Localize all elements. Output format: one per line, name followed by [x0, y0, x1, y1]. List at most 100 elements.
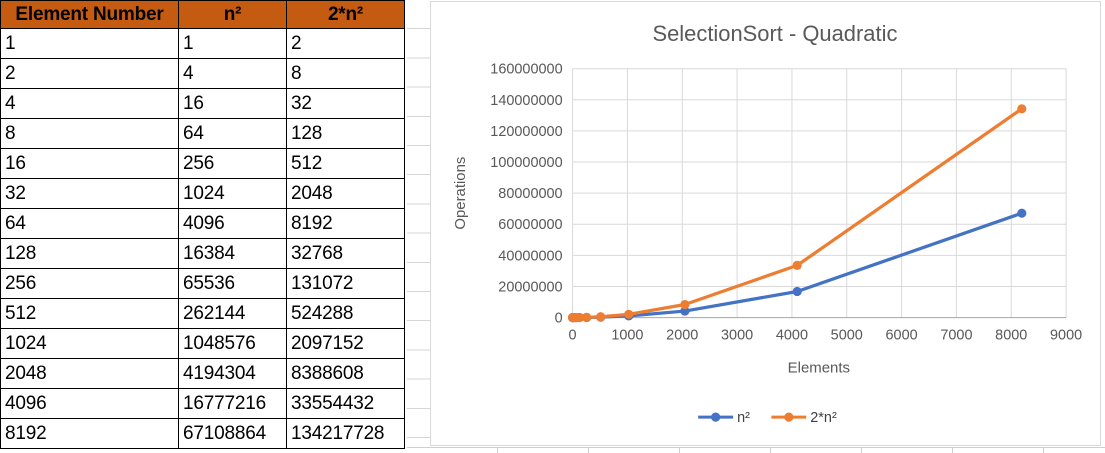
table-cell[interactable]: 64	[178, 118, 287, 149]
table-row: 1024 1048576 2097152	[0, 328, 405, 359]
y-tick-label: 20000000	[498, 279, 562, 295]
column-header[interactable]: Element Number	[0, 0, 179, 29]
table-cell[interactable]: 4	[178, 58, 287, 89]
table-row: 512 262144 524288	[0, 298, 405, 329]
y-tick-label: 160000000	[490, 62, 562, 78]
data-point-marker[interactable]	[1017, 208, 1027, 218]
data-point-marker[interactable]	[792, 260, 802, 270]
y-tick-label: 0	[555, 311, 563, 327]
data-point-marker[interactable]	[582, 312, 592, 322]
table-cell[interactable]: 4096	[0, 388, 179, 419]
data-point-marker[interactable]	[680, 299, 690, 310]
table-cell[interactable]: 32768	[286, 238, 405, 269]
chart-legend: n² 2*n²	[698, 410, 837, 426]
y-axis-title: Operations	[452, 157, 469, 230]
table-cell[interactable]: 16	[0, 148, 179, 179]
table-row: 4096 16777216 33554432	[0, 388, 405, 419]
data-point-marker[interactable]	[624, 309, 634, 319]
table-cell[interactable]: 2048	[0, 358, 179, 389]
table-cell[interactable]: 256	[0, 268, 179, 299]
x-tick-label: 3000	[721, 327, 753, 343]
table-cell[interactable]: 4096	[178, 208, 287, 239]
data-point-marker[interactable]	[596, 312, 606, 322]
table-cell[interactable]: 32	[0, 178, 179, 209]
x-tick-label: 1000	[611, 327, 643, 343]
table-cell[interactable]: 33554432	[286, 388, 405, 419]
table-cell[interactable]: 2097152	[286, 328, 405, 359]
x-tick-label: 9000	[1050, 327, 1082, 343]
chart-series	[568, 104, 1027, 323]
y-tick-label: 80000000	[498, 186, 562, 202]
table-cell[interactable]: 16777216	[178, 388, 287, 419]
legend-label[interactable]: 2*n²	[810, 410, 837, 426]
data-point-marker[interactable]	[680, 306, 690, 316]
table-cell[interactable]: 512	[0, 298, 179, 329]
header-row: Element Number n² 2*n²	[0, 0, 405, 29]
x-tick-label: 4000	[776, 327, 808, 343]
data-table-body: 1 1 2 2 4 8 4 16 32 8 64 128 16 256 512 32 1024 2048 64 409…	[0, 28, 405, 449]
x-tick-label: 2000	[666, 327, 698, 343]
spreadsheet-bottom-gridlines	[407, 447, 1105, 453]
table-cell[interactable]: 2	[0, 58, 179, 89]
x-tick-label: 8000	[995, 327, 1027, 343]
x-tick-label: 6000	[886, 327, 918, 343]
table-row: 16 256 512	[0, 148, 405, 179]
table-cell[interactable]: 8388608	[286, 358, 405, 389]
table-row: 256 65536 131072	[0, 268, 405, 299]
data-table: Element Number n² 2*n² 1 1 2 2 4 8 4 16 32 8 64 128 16…	[0, 0, 405, 449]
table-cell[interactable]: 8	[286, 58, 405, 89]
table-row: 2048 4194304 8388608	[0, 358, 405, 389]
table-cell[interactable]: 524288	[286, 298, 405, 329]
table-cell[interactable]: 4	[0, 88, 179, 119]
chart-title: SelectionSort - Quadratic	[653, 21, 898, 46]
data-point-marker[interactable]	[575, 312, 585, 323]
chart[interactable]: 0 20000000 40000000 60000000 80000000 1000000…	[430, 1, 1101, 446]
table-cell[interactable]: 2	[286, 28, 405, 59]
table-cell[interactable]: 8192	[0, 418, 179, 449]
table-cell[interactable]: 67108864	[178, 418, 287, 449]
table-cell[interactable]: 256	[178, 148, 287, 179]
chart-axis-ticks: 0 20000000 40000000 60000000 80000000 1000000…	[490, 62, 1082, 344]
table-cell[interactable]: 16384	[178, 238, 287, 269]
y-tick-label: 40000000	[498, 248, 562, 264]
table-cell[interactable]: 1	[178, 28, 287, 59]
legend-marker	[784, 412, 794, 422]
table-cell[interactable]: 128	[286, 118, 405, 149]
table-row: 4 16 32	[0, 88, 405, 119]
table-cell[interactable]: 8	[0, 118, 179, 149]
table-row: 128 16384 32768	[0, 238, 405, 269]
table-cell[interactable]: 1024	[0, 328, 179, 359]
table-cell[interactable]: 8192	[286, 208, 405, 239]
table-cell[interactable]: 4194304	[178, 358, 287, 389]
table-cell[interactable]: 64	[0, 208, 179, 239]
y-tick-label: 140000000	[490, 93, 562, 109]
table-cell[interactable]: 262144	[178, 298, 287, 329]
data-table-header: Element Number n² 2*n²	[0, 0, 405, 29]
column-header[interactable]: n²	[178, 0, 287, 29]
table-row: 32 1024 2048	[0, 178, 405, 209]
table-cell[interactable]: 1	[0, 28, 179, 59]
x-tick-label: 5000	[831, 327, 863, 343]
table-cell[interactable]: 65536	[178, 268, 287, 299]
legend-label[interactable]: n²	[737, 410, 750, 426]
table-cell[interactable]: 134217728	[286, 418, 405, 449]
table-cell[interactable]: 1048576	[178, 328, 287, 359]
chart-canvas: 0 20000000 40000000 60000000 80000000 1000000…	[452, 21, 1082, 426]
table-row: 64 4096 8192	[0, 208, 405, 239]
table-cell[interactable]: 128	[0, 238, 179, 269]
table-cell[interactable]: 32	[286, 88, 405, 119]
column-header[interactable]: 2*n²	[286, 0, 405, 29]
x-axis-title: Elements	[788, 359, 850, 376]
table-cell[interactable]: 1024	[178, 178, 287, 209]
data-point-marker[interactable]	[792, 286, 802, 297]
y-tick-label: 120000000	[490, 124, 562, 140]
table-cell[interactable]: 16	[178, 88, 287, 119]
table-cell[interactable]: 2048	[286, 178, 405, 209]
y-tick-label: 100000000	[490, 155, 562, 171]
table-cell[interactable]: 512	[286, 148, 405, 179]
spreadsheet-gutter-gridlines	[407, 0, 431, 448]
data-point-marker[interactable]	[1017, 104, 1027, 114]
table-cell[interactable]: 131072	[286, 268, 405, 299]
